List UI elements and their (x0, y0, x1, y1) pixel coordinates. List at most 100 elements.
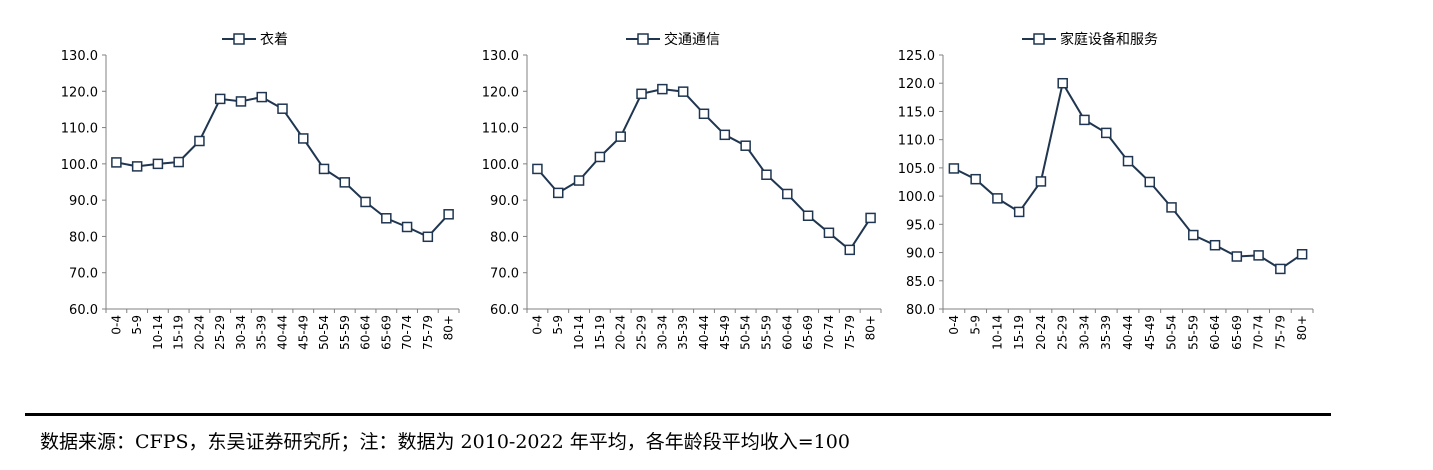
data-point-marker (761, 169, 772, 180)
data-point-marker (823, 227, 835, 239)
y-tick-label: 130.0 (61, 49, 98, 64)
y-tick-label: 110.0 (482, 122, 519, 137)
y-tick-label: 60.0 (69, 303, 98, 318)
legend-marker (1033, 33, 1045, 45)
data-point-marker (214, 93, 226, 105)
chart-3: 125.0 120.0 115.0 110.0 105.0 100.0 95.0 90.0 85… (898, 31, 1314, 350)
data-point-marker (235, 96, 247, 107)
x-tick-label: 75-79 (843, 315, 857, 350)
data-point-marker (1188, 229, 1199, 241)
data-point-marker (318, 163, 330, 175)
x-tick-label: 40-44 (697, 315, 711, 350)
data-point-marker (1035, 176, 1047, 187)
x-tick-label: 70-74 (822, 315, 836, 350)
data-point-marker (657, 83, 668, 95)
y-tick-label: 70.0 (490, 267, 519, 282)
data-point-marker (381, 213, 392, 224)
legend-marker (637, 33, 649, 45)
x-tick-label: 20-24 (614, 315, 628, 350)
y-tick-label: 80.0 (69, 230, 98, 245)
y-tick-label: 110.0 (61, 122, 98, 137)
data-point-marker (1275, 263, 1286, 275)
legend-label: 衣着 (260, 32, 288, 48)
x-tick-label: 5-9 (130, 315, 144, 335)
y-tick-label: 100.0 (61, 158, 98, 173)
data-point-marker (1013, 206, 1025, 218)
data-point-marker (677, 86, 689, 97)
x-tick-label: 35-39 (1099, 315, 1113, 350)
x-tick-label: 60-64 (359, 315, 373, 350)
x-tick-label: 20-24 (192, 315, 206, 350)
data-point-marker (782, 188, 793, 200)
x-tick-label: 55-59 (759, 315, 773, 350)
y-tick-label: 130.0 (482, 49, 519, 64)
x-tick-label: 30-34 (234, 315, 248, 350)
x-tick-label: 25-29 (213, 315, 227, 350)
data-point-marker (1122, 155, 1134, 167)
x-tick-label: 5-9 (551, 315, 565, 335)
y-tick-label: 90.0 (69, 194, 98, 209)
x-tick-label: 15-19 (172, 315, 186, 350)
y-tick-label: 125.0 (898, 49, 935, 64)
x-tick-label: 65-69 (1230, 315, 1244, 350)
y-tick-label: 60.0 (490, 303, 519, 318)
legend-marker (233, 33, 245, 45)
data-point-marker (698, 108, 710, 120)
x-tick-label: 80+ (1295, 315, 1309, 340)
data-point-marker (992, 193, 1003, 204)
y-tick-label: 80.0 (906, 303, 935, 318)
data-point-marker (1253, 250, 1264, 261)
y-tick-label: 90.0 (906, 247, 935, 262)
x-tick-label: 80+ (864, 315, 878, 340)
data-point-marker (1166, 202, 1177, 213)
data-point-marker (719, 129, 731, 141)
data-point-marker (152, 158, 164, 170)
data-point-marker (970, 173, 981, 185)
x-tick-label: 10-14 (151, 315, 165, 350)
data-point-marker (1144, 176, 1156, 188)
x-tick-label: 15-19 (593, 315, 607, 350)
x-tick-label: 25-29 (635, 315, 649, 350)
x-tick-label: 0-4 (530, 315, 544, 335)
x-tick-label: 40-44 (1121, 315, 1135, 350)
data-point-marker (1296, 248, 1308, 260)
x-tick-label: 60-64 (780, 315, 794, 350)
data-point-marker (256, 91, 267, 103)
data-point-marker (1057, 77, 1068, 89)
x-tick-label: 35-39 (255, 315, 269, 350)
data-point-marker (173, 156, 184, 168)
data-point-marker (948, 163, 960, 174)
x-tick-label: 75-79 (1273, 315, 1287, 350)
data-point-marker (1100, 127, 1112, 139)
y-tick-label: 70.0 (69, 267, 98, 282)
y-tick-label: 80.0 (490, 230, 519, 245)
x-tick-label: 75-79 (421, 315, 435, 350)
data-point-marker (636, 88, 647, 100)
y-tick-label: 95.0 (906, 218, 935, 233)
data-point-marker (532, 163, 543, 175)
data-point-marker (443, 209, 454, 220)
x-tick-label: 40-44 (276, 315, 290, 350)
source-note: 数据来源：CFPS，东吴证券研究所；注：数据为 2010-2022 年平均，各年… (40, 431, 850, 453)
data-point-marker (339, 177, 351, 188)
y-tick-label: 90.0 (490, 194, 519, 209)
chart-1: 130.0 120.0 110.0 100.0 90.0 80.0 70.0 60.0 0-4 5… (61, 32, 460, 350)
series-line (116, 96, 450, 239)
y-tick-label: 110.0 (898, 134, 935, 149)
x-tick-label: 0-4 (109, 315, 123, 335)
x-tick-label: 65-69 (801, 315, 815, 350)
y-tick-label: 85.0 (906, 275, 935, 290)
data-point-marker (594, 151, 606, 163)
data-point-marker (1209, 239, 1221, 251)
x-tick-label: 0-4 (947, 315, 961, 335)
charts-area: 130.0 120.0 110.0 100.0 90.0 80.0 70.0 60.0 0-4 5… (61, 31, 1314, 350)
y-tick-label: 120.0 (898, 77, 935, 92)
data-point-marker (1231, 251, 1243, 262)
x-tick-label: 30-34 (655, 315, 669, 350)
data-point-marker (865, 212, 876, 224)
y-tick-label: 105.0 (898, 162, 935, 177)
legend-label: 家庭设备和服务 (1060, 31, 1158, 48)
y-tick-label: 100.0 (482, 158, 519, 173)
y-tick-label: 115.0 (898, 105, 935, 120)
data-point-marker (802, 210, 814, 221)
